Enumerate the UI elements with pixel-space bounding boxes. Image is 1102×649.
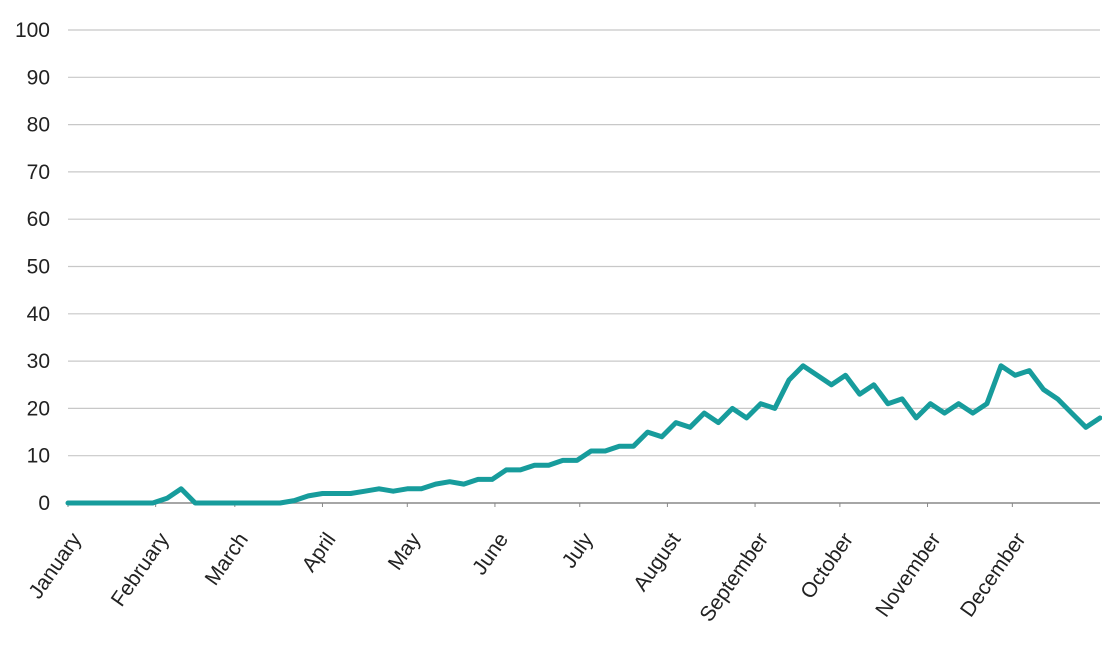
y-tick-label: 100: [15, 19, 50, 42]
y-tick-label: 40: [27, 303, 50, 326]
y-tick-label: 20: [27, 397, 50, 420]
y-tick-label: 30: [27, 350, 50, 373]
x-tick-label: August: [629, 529, 685, 596]
x-tick-label: May: [384, 528, 426, 574]
x-tick-label: January: [24, 528, 86, 603]
y-tick-label: 60: [27, 208, 50, 231]
y-tick-label: 80: [27, 114, 50, 137]
x-tick-label: December: [956, 529, 1030, 622]
x-tick-label: April: [298, 529, 341, 577]
y-tick-label: 0: [38, 492, 50, 515]
x-tick-label: September: [695, 529, 773, 626]
x-tick-label: March: [201, 529, 253, 590]
y-tick-label: 70: [27, 161, 50, 184]
x-tick-label: October: [796, 529, 858, 603]
y-tick-label: 50: [27, 256, 50, 279]
x-tick-label: February: [107, 528, 174, 610]
y-tick-label: 90: [27, 66, 50, 89]
x-tick-label: November: [871, 529, 945, 622]
y-tick-label: 10: [27, 445, 50, 468]
data-line: [65, 363, 1102, 506]
x-tick-label: July: [558, 528, 599, 572]
x-tick-label: June: [468, 529, 513, 580]
